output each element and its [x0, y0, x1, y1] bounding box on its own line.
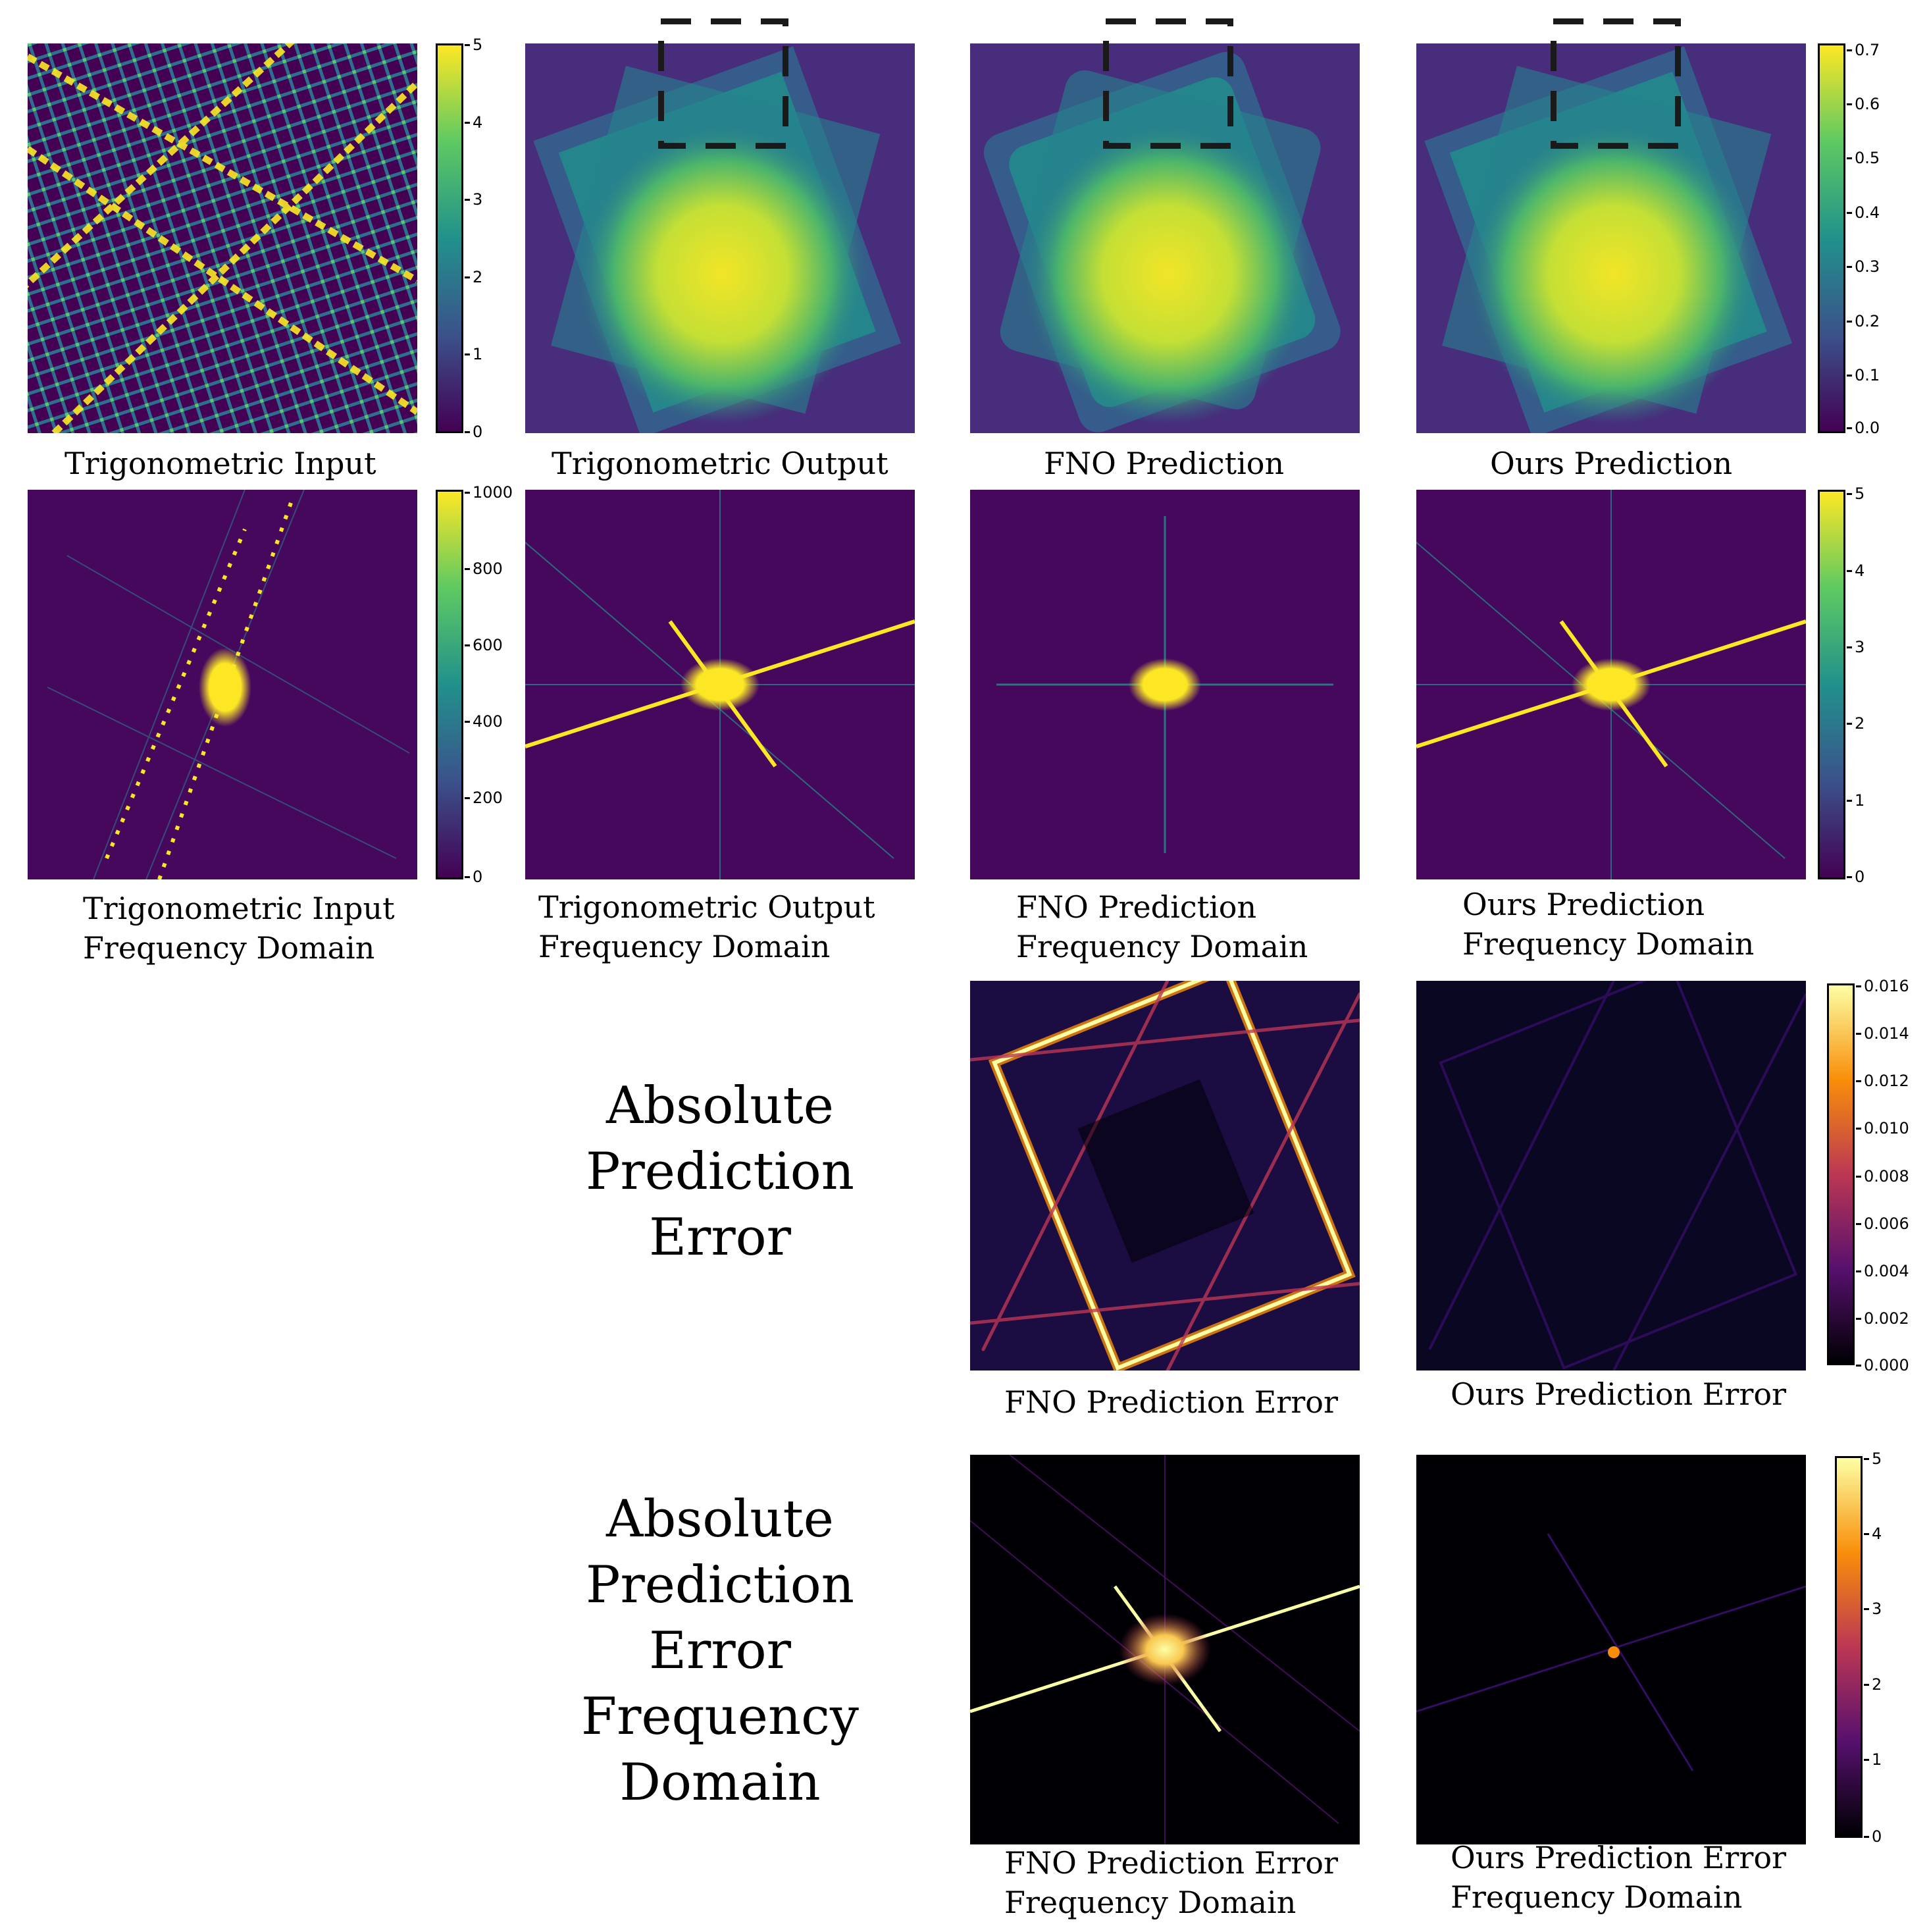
- tick-label: 200: [465, 789, 503, 807]
- tick-label: 2: [464, 268, 483, 286]
- fno-error-freq-image: [970, 1455, 1360, 1844]
- tick-label: 0: [464, 868, 483, 886]
- trig-input-image: [28, 43, 417, 433]
- tick-label: 0.012: [1856, 1072, 1909, 1090]
- fno-error-image: [970, 981, 1360, 1371]
- tick-label: 4: [464, 113, 483, 132]
- tick-label: 800: [465, 560, 503, 578]
- tick-label: 0.008: [1856, 1167, 1909, 1186]
- tick-label: 0.014: [1856, 1024, 1909, 1043]
- caption-ours-prediction-freq: Ours Prediction Frequency Domain: [1462, 887, 1755, 962]
- caption-fno-prediction-freq: FNO Prediction Frequency Domain: [1016, 889, 1308, 964]
- tick-label: 0.006: [1856, 1214, 1909, 1233]
- caption-trig-output: Trigonometric Output: [552, 446, 888, 481]
- caption-trig-output-freq: Trigonometric Output Frequency Domain: [538, 889, 875, 964]
- tick-label: 0.5: [1846, 149, 1880, 167]
- colorbar-input: [436, 43, 463, 433]
- tick-label: 0: [1846, 868, 1865, 886]
- tick-label: 0.2: [1846, 312, 1880, 330]
- tick-label: 0.016: [1856, 977, 1909, 995]
- ours-prediction-image: [1416, 43, 1806, 433]
- tick-label: 3: [1863, 1600, 1882, 1618]
- caption-fno-prediction: FNO Prediction: [1044, 446, 1285, 481]
- tick-label: 4: [1846, 561, 1865, 580]
- tick-label: 5: [464, 36, 483, 54]
- caption-ours-error: Ours Prediction Error: [1451, 1376, 1787, 1412]
- colorbar-error-freq: [1835, 1456, 1863, 1838]
- caption-ours-error-freq: Ours Prediction Error Frequency Domain: [1451, 1840, 1787, 1915]
- tick-label: 2: [1863, 1675, 1882, 1694]
- colorbar-output-freq: [1818, 490, 1845, 879]
- trig-output-freq-image: [525, 490, 915, 879]
- fno-prediction-freq-image: [970, 490, 1360, 879]
- fno-prediction-image: [970, 43, 1360, 433]
- trig-input-freq-image: [28, 490, 417, 879]
- tick-label: 1: [1846, 791, 1865, 810]
- caption-trig-input: Trigonometric Input: [64, 446, 376, 481]
- tick-label: 2: [1846, 714, 1865, 733]
- tick-label: 3: [464, 190, 483, 209]
- tick-label: 0.004: [1856, 1262, 1909, 1280]
- ours-error-freq-image: [1416, 1455, 1806, 1844]
- tick-label: 0.3: [1846, 257, 1880, 276]
- colorbar-output: [1818, 43, 1845, 433]
- ours-error-image: [1416, 981, 1806, 1371]
- tick-label: 4: [1863, 1525, 1882, 1543]
- tick-label: 1: [464, 345, 483, 363]
- tick-label: 0.4: [1846, 203, 1880, 222]
- ours-prediction-freq-image: [1416, 490, 1806, 879]
- tick-label: 5: [1863, 1449, 1882, 1468]
- tick-label: 0.6: [1846, 95, 1880, 113]
- tick-label: 0.000: [1856, 1356, 1909, 1374]
- tick-label: 1: [1863, 1750, 1882, 1769]
- tick-label: 1000: [464, 483, 513, 502]
- tick-label: 0.0: [1846, 419, 1880, 437]
- caption-fno-error: FNO Prediction Error: [1004, 1384, 1338, 1420]
- tick-label: 5: [1846, 484, 1865, 503]
- tick-label: 0.010: [1856, 1119, 1909, 1137]
- caption-ours-prediction: Ours Prediction: [1490, 446, 1733, 481]
- tick-label: 0.002: [1856, 1309, 1909, 1328]
- colorbar-error: [1827, 983, 1855, 1365]
- tick-label: 0.1: [1846, 366, 1880, 384]
- tick-label: 0.7: [1846, 41, 1880, 59]
- tick-label: 0: [464, 423, 483, 441]
- tick-label: 3: [1846, 638, 1865, 656]
- row-label-error: Absolute Prediction Error: [586, 1076, 854, 1267]
- caption-trig-input-freq: Trigonometric Input Frequency Domain: [83, 891, 395, 966]
- trig-output-image: [525, 43, 915, 433]
- tick-label: 0: [1863, 1827, 1882, 1846]
- colorbar-input-freq: [436, 490, 463, 879]
- caption-fno-error-freq: FNO Prediction Error Frequency Domain: [1004, 1845, 1338, 1920]
- tick-label: 600: [465, 636, 503, 654]
- tick-label: 400: [465, 712, 503, 731]
- row-label-error-freq: Absolute Prediction Error Frequency Doma…: [581, 1490, 859, 1812]
